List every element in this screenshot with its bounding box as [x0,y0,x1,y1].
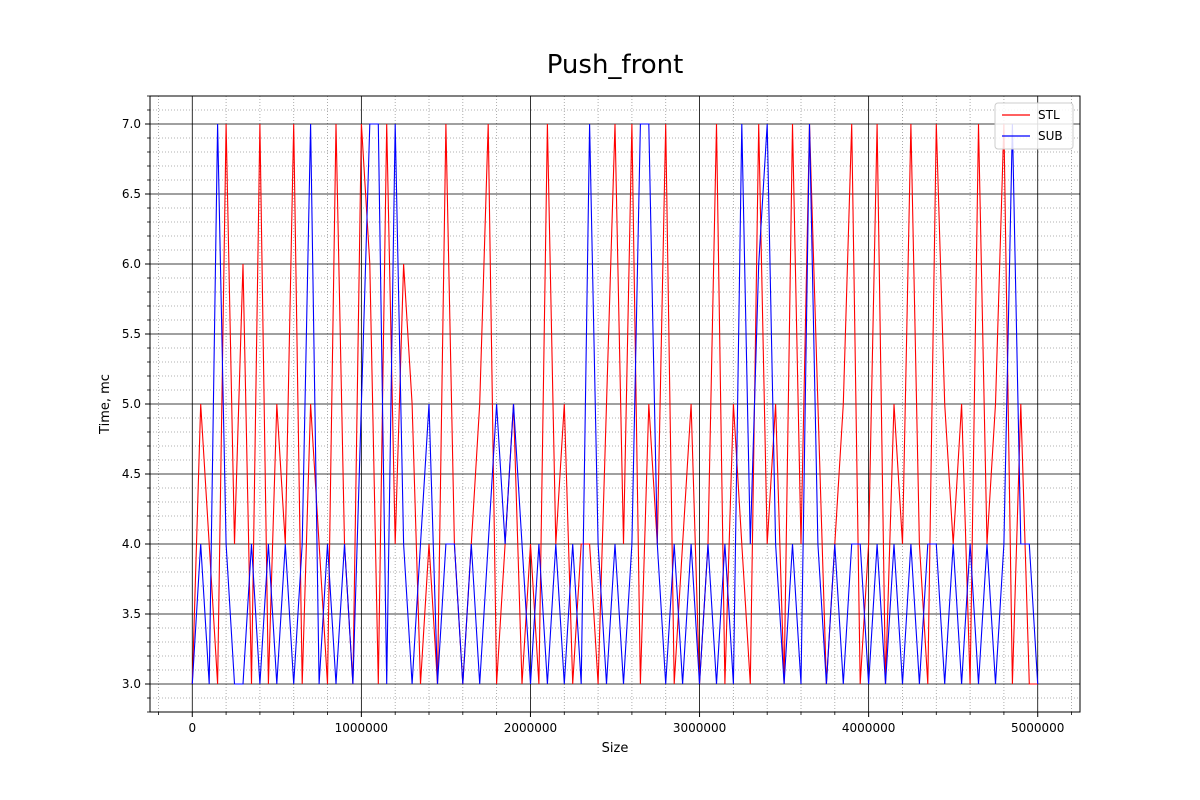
y-tick-label: 6.0 [122,257,141,271]
legend-label-sub: SUB [1038,129,1063,143]
axis-ticks [145,95,1072,717]
x-tick-label: 3000000 [673,721,726,735]
y-tick-label: 7.0 [122,117,141,131]
x-tick-label: 5000000 [1011,721,1064,735]
series-line-sub [191,123,1039,685]
y-tick-label: 6.5 [122,187,141,201]
x-tick-label: 0 [188,721,196,735]
y-tick-label: 5.5 [122,327,141,341]
x-axis-label: Size [602,741,629,756]
y-tick-label: 3.0 [122,677,141,691]
legend-label-stl: STL [1038,108,1060,122]
tick-labels: 0 1000000 2000000 3000000 4000000 5000000 3.0 3… [122,117,1065,735]
x-tick-label: 2000000 [504,721,557,735]
chart-title: Push_front [546,50,684,80]
legend: STL SUB [994,102,1074,150]
y-tick-label: 5.0 [122,397,141,411]
series-layer [191,123,1039,685]
y-tick-label: 4.5 [122,467,141,481]
y-tick-label: 3.5 [122,607,141,621]
series-line-stl [191,123,1038,685]
x-tick-label: 4000000 [842,721,895,735]
y-tick-label: 4.0 [122,537,141,551]
y-axis-label: Time, mc [98,374,113,435]
x-tick-label: 1000000 [335,721,388,735]
